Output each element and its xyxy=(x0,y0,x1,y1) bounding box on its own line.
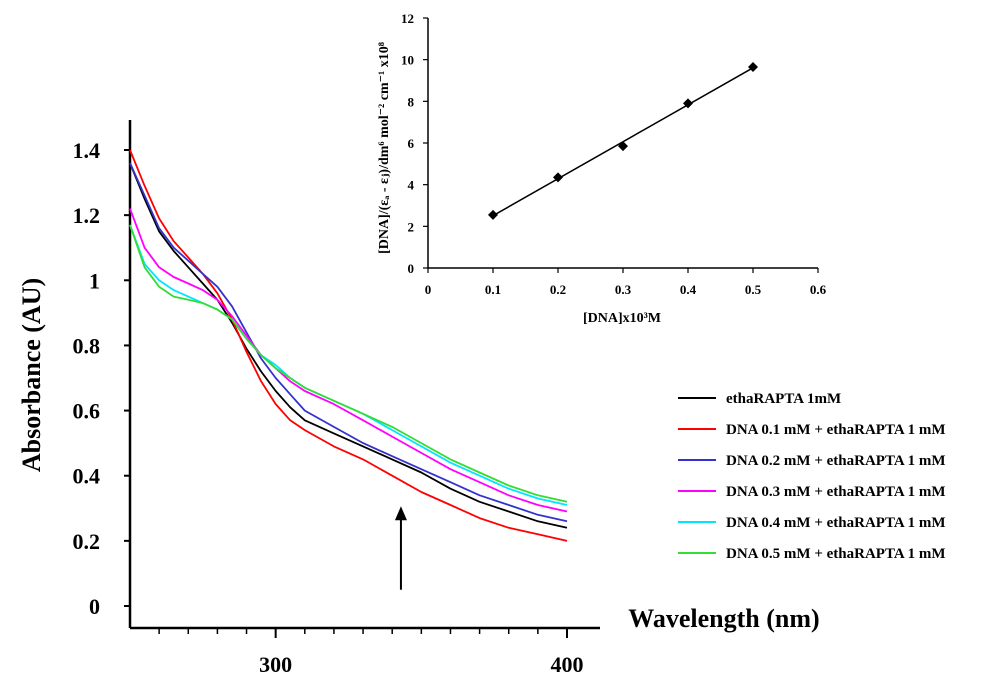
main-x-tick-label: 300 xyxy=(259,652,292,677)
inset-x-tick-label: 0 xyxy=(425,282,432,297)
series-line-2 xyxy=(129,149,568,542)
inset-x-tick-label: 0.6 xyxy=(810,282,827,297)
inset-y-tick-label: 10 xyxy=(401,53,414,68)
series-line-5 xyxy=(129,224,568,506)
main-x-axis-title: Wavelength (nm) xyxy=(628,604,819,633)
series-line-4 xyxy=(129,208,568,513)
legend-label: DNA 0.3 mM + ethaRAPTA 1 mM xyxy=(726,484,946,500)
inset-y-tick-label: 2 xyxy=(408,219,415,234)
main-y-tick-label: 0.2 xyxy=(73,529,101,554)
inset-x-tick-label: 0.4 xyxy=(680,282,697,297)
main-y-tick-label: 1.4 xyxy=(73,138,101,163)
legend-label: DNA 0.1 mM + ethaRAPTA 1 mM xyxy=(726,422,946,438)
inset-data-point xyxy=(683,98,693,109)
main-y-tick-label: 0.6 xyxy=(73,399,101,424)
main-y-tick-label: 1 xyxy=(89,268,100,293)
inset-y-tick-label: 4 xyxy=(408,178,415,193)
inset-data-point xyxy=(748,61,758,72)
inset-x-axis-title: [DNA]x10³M xyxy=(583,311,661,326)
inset-y-axis-title: [DNA]/(εₐ - εⱼ)/dm⁶ mol⁻² cm⁻¹ x10⁸ xyxy=(377,42,392,254)
series-line-1 xyxy=(129,162,568,529)
inset-data-point xyxy=(618,141,628,152)
main-y-tick-label: 0.8 xyxy=(73,333,101,358)
legend-label: ethaRAPTA 1mM xyxy=(726,391,841,407)
inset-y-tick-label: 0 xyxy=(408,261,415,276)
inset-data-point xyxy=(553,172,563,183)
series-line-3 xyxy=(129,162,568,523)
legend-label: DNA 0.5 mM + ethaRAPTA 1 mM xyxy=(726,546,946,562)
main-y-tick-label: 0 xyxy=(89,594,100,619)
legend-label: DNA 0.4 mM + ethaRAPTA 1 mM xyxy=(726,515,946,531)
series-line-6 xyxy=(129,224,568,503)
arrow-head xyxy=(394,506,407,521)
legend-label: DNA 0.2 mM + ethaRAPTA 1 mM xyxy=(726,453,946,469)
inset-x-tick-label: 0.1 xyxy=(485,282,501,297)
inset-data-point xyxy=(488,209,498,220)
inset-y-tick-label: 6 xyxy=(408,136,415,151)
inset-y-tick-label: 12 xyxy=(401,11,414,26)
inset-x-tick-label: 0.2 xyxy=(550,282,566,297)
main-y-tick-label: 1.2 xyxy=(73,203,101,228)
inset-x-tick-label: 0.3 xyxy=(615,282,632,297)
main-x-tick-label: 400 xyxy=(551,652,584,677)
main-y-axis-title: Absorbance (AU) xyxy=(17,278,46,472)
main-y-tick-label: 0.4 xyxy=(73,464,101,489)
inset-x-tick-label: 0.5 xyxy=(745,282,762,297)
inset-y-tick-label: 8 xyxy=(408,94,415,109)
